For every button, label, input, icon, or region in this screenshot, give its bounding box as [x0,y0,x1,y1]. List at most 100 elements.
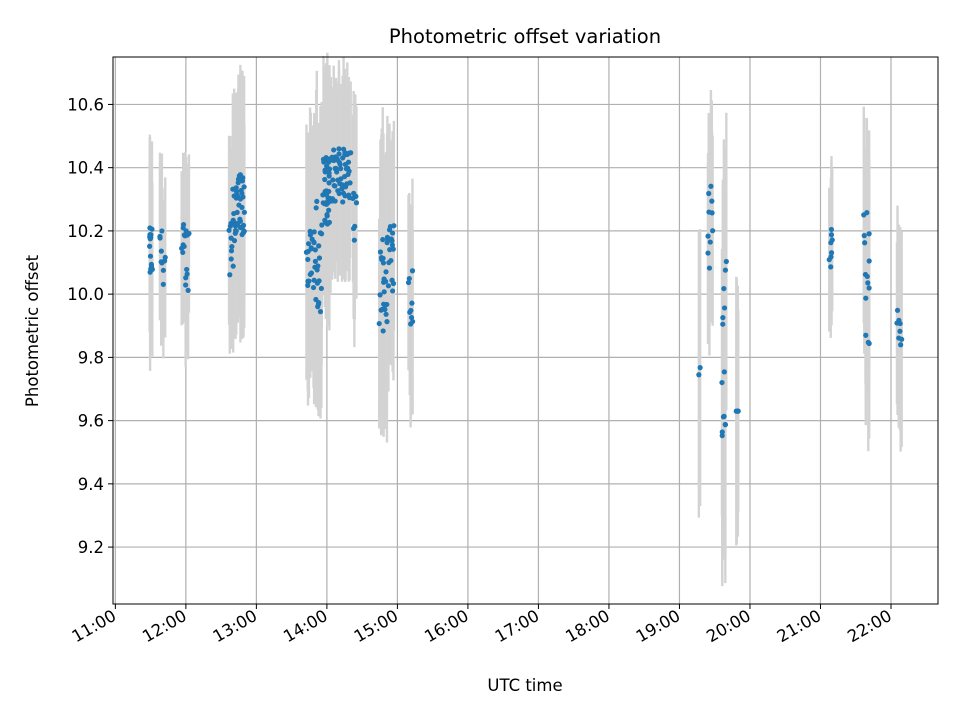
data-point [184,266,190,273]
y-tick-label: 10.2 [67,222,104,241]
data-point [376,320,382,327]
data-point [389,238,395,244]
data-point [389,288,396,294]
data-point [380,237,386,243]
data-point [158,248,164,254]
data-point [389,230,396,236]
data-point [389,242,395,248]
data-point [719,379,725,386]
data-point [383,278,389,285]
data-point [410,318,416,325]
data-point [315,263,321,269]
data-point [338,166,344,172]
data-point [318,285,324,292]
data-point [707,239,713,245]
data-point [316,243,322,249]
data-point [352,223,358,229]
data-point [149,266,155,272]
data-point [706,265,713,271]
data-point [719,429,725,435]
data-point [382,306,388,313]
data-point [233,185,239,191]
data-point [331,147,337,153]
data-point [862,240,868,246]
data-point [241,228,247,234]
data-point [391,223,397,229]
data-point [866,258,872,264]
data-point [330,177,336,183]
data-point [348,150,354,156]
data-point [314,198,320,204]
y-tick-label: 9.2 [78,538,104,557]
data-point [897,328,903,334]
data-point [240,222,247,228]
data-point [226,227,232,233]
data-point [306,278,312,284]
data-point [380,260,387,266]
y-tick-label: 10.0 [67,285,104,304]
data-point [316,300,322,306]
data-point [241,209,247,215]
data-point [160,267,166,273]
data-point [324,212,330,218]
data-point [331,183,337,189]
data-point [709,198,715,204]
data-point [148,261,155,268]
data-point [828,264,834,270]
data-point [311,240,317,246]
data-point [380,255,386,261]
data-point [235,180,241,186]
data-point [326,166,333,172]
data-point [385,283,392,289]
data-point [149,226,155,232]
data-point [866,231,872,237]
data-point [337,161,343,167]
data-point [314,267,320,273]
data-point [721,369,727,375]
data-point [308,270,315,276]
data-point [828,254,834,260]
data-point [383,311,389,317]
data-point [312,247,318,253]
data-point [409,268,416,274]
data-point [861,233,867,239]
data-point [332,198,338,204]
data-point [383,269,389,275]
data-point [705,233,711,239]
data-point [828,232,835,238]
data-point [326,207,332,213]
data-point [864,210,870,216]
data-point [333,165,339,172]
data-point [897,320,903,327]
data-point [722,267,729,273]
data-point [319,222,325,228]
data-point [377,292,383,298]
data-point [721,305,728,311]
data-point [866,340,872,347]
data-point [866,285,872,291]
chart-title: Photometric offset variation [389,25,661,48]
data-point [377,249,384,255]
data-point [313,205,319,211]
data-point [828,226,835,233]
data-point [345,159,352,165]
data-point [336,190,342,197]
data-point [159,228,165,234]
data-point [353,200,360,206]
data-point [326,219,332,225]
data-point [326,188,332,195]
data-point [710,228,716,234]
data-point [336,151,342,157]
data-point [147,253,154,259]
data-point [229,244,235,250]
data-point [390,246,396,252]
data-point [863,295,869,301]
data-point [388,257,394,264]
plot-frame [112,56,939,605]
data-point [697,365,703,371]
data-point [162,254,168,260]
data-point [340,199,346,205]
data-point [308,245,314,251]
